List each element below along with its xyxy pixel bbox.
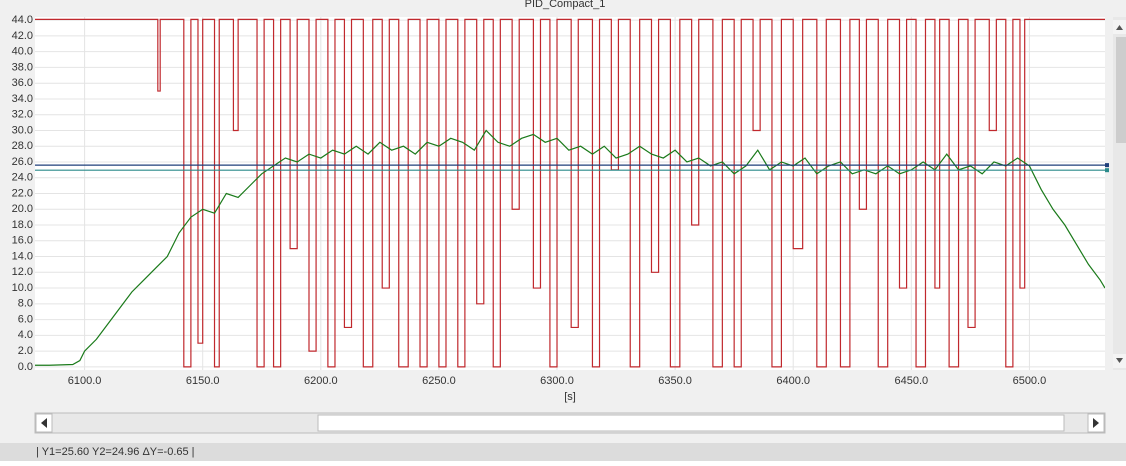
y-tick-label: 10.0 xyxy=(12,282,33,294)
y-tick-label: 22.0 xyxy=(12,187,33,199)
x-tick-label: 6500.0 xyxy=(1013,375,1047,387)
x-tick-label: 6450.0 xyxy=(894,375,928,387)
plot-lines xyxy=(35,18,1105,368)
y-tick-label: 40.0 xyxy=(12,46,33,58)
vertical-scrollbar[interactable] xyxy=(1113,17,1126,370)
x-tick-label: 6200.0 xyxy=(304,375,338,387)
y-tick-label: 26.0 xyxy=(12,156,33,168)
x-tick-label: 6150.0 xyxy=(186,375,220,387)
y-tick-label: 38.0 xyxy=(12,61,33,73)
y-tick-label: 32.0 xyxy=(12,109,33,121)
x-tick-label: 6350.0 xyxy=(658,375,692,387)
status-text: | Y1=25.60 Y2=24.96 ΔY=-0.65 | xyxy=(36,446,195,458)
x-axis-label: [s] xyxy=(564,391,576,403)
x-tick-label: 6100.0 xyxy=(68,375,102,387)
y-tick-label: 0.0 xyxy=(18,361,33,373)
x-tick-label: 6300.0 xyxy=(540,375,574,387)
x-tick-label: 6250.0 xyxy=(422,375,456,387)
cursor-handle xyxy=(1105,163,1109,168)
y-tick-label: 6.0 xyxy=(18,313,33,325)
y-tick-label: 24.0 xyxy=(12,172,33,184)
x-tick-label: 6400.0 xyxy=(776,375,810,387)
y-tick-label: 44.0 xyxy=(12,14,33,26)
status-bar xyxy=(0,443,1126,461)
y-tick-label: 16.0 xyxy=(12,235,33,247)
horizontal-scrollbar[interactable] xyxy=(34,412,1106,434)
y-tick-label: 4.0 xyxy=(18,329,33,341)
y-tick-label: 12.0 xyxy=(12,266,33,278)
y-tick-label: 2.0 xyxy=(18,345,33,357)
y-tick-label: 28.0 xyxy=(12,140,33,152)
cursor-handle xyxy=(1105,168,1109,173)
series-line xyxy=(35,129,1105,366)
y-tick-label: 30.0 xyxy=(12,124,33,136)
chart-title: PID_Compact_1 xyxy=(525,0,606,10)
y-tick-label: 18.0 xyxy=(12,219,33,231)
y-tick-label: 14.0 xyxy=(12,250,33,262)
series-line xyxy=(35,18,1105,368)
y-tick-label: 42.0 xyxy=(12,30,33,42)
y-tick-label: 34.0 xyxy=(12,93,33,105)
y-tick-label: 20.0 xyxy=(12,203,33,215)
y-tick-label: 36.0 xyxy=(12,77,33,89)
y-tick-label: 8.0 xyxy=(18,298,33,310)
